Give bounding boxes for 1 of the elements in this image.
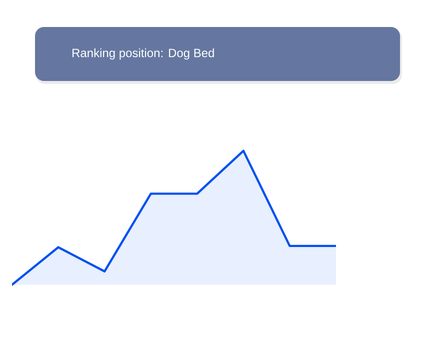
chart-title: Ranking position: Dog Bed (72, 48, 214, 60)
